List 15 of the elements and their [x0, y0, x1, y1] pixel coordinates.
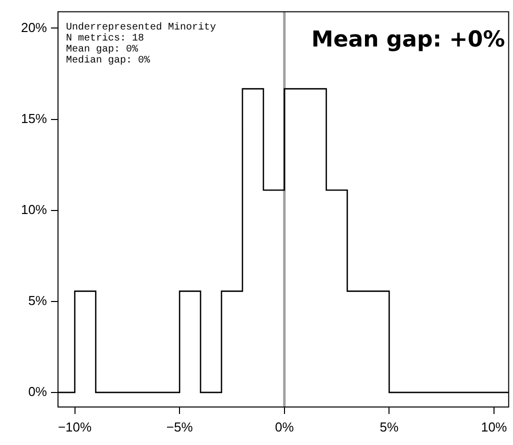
x-tick-label: 5% — [380, 419, 400, 434]
x-tick-label: −5% — [166, 419, 194, 434]
y-tick-label: 5% — [28, 292, 48, 308]
annotation: Underrepresented Minority — [66, 21, 216, 34]
y-tick-label: 10% — [20, 202, 48, 217]
text: Mean gap: +0% — [311, 28, 505, 53]
x-tick-label: −10% — [58, 419, 92, 434]
x-tick-label: 0% — [274, 419, 294, 434]
y-tick-label: 20% — [20, 20, 48, 35]
annotation: Median gap: 0% — [66, 54, 150, 66]
y-tick-label: 0% — [28, 384, 48, 400]
annotation: N metrics: 18 — [66, 32, 144, 44]
y-tick-label: 15% — [20, 110, 48, 126]
x-tick-label: 10% — [480, 419, 508, 434]
annotation: Mean gap: 0% — [66, 44, 138, 56]
